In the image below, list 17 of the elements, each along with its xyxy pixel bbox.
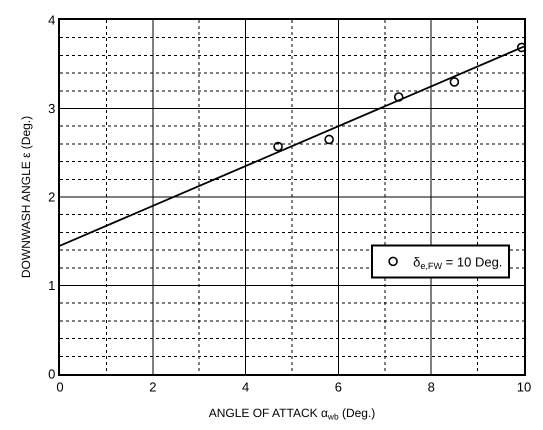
x-tick-label: 10 [516,380,532,395]
x-tick-label: 2 [149,380,156,395]
y-axis-title: DOWNWASH ANGLE ε (Deg.) [18,116,33,278]
x-tick-label: 6 [334,380,342,395]
point [450,77,460,87]
y-tick-label: 3 [48,101,56,116]
x-tick-label: 4 [242,380,250,395]
x-tick-label: 8 [428,380,435,395]
point [394,92,404,102]
y-tick-label: 0 [48,366,56,382]
y-tick-label: 2 [48,190,56,205]
point [273,142,283,152]
x-axis-title: ANGLE OF ATTACK α$_{wb}$ (Deg.) [208,406,376,422]
legend-label: δ$_{e,FW}$ = 10 Deg. [413,254,502,272]
point [324,134,334,144]
y-tick-label: 1 [48,278,56,294]
y-tick-label: 4 [48,12,56,28]
